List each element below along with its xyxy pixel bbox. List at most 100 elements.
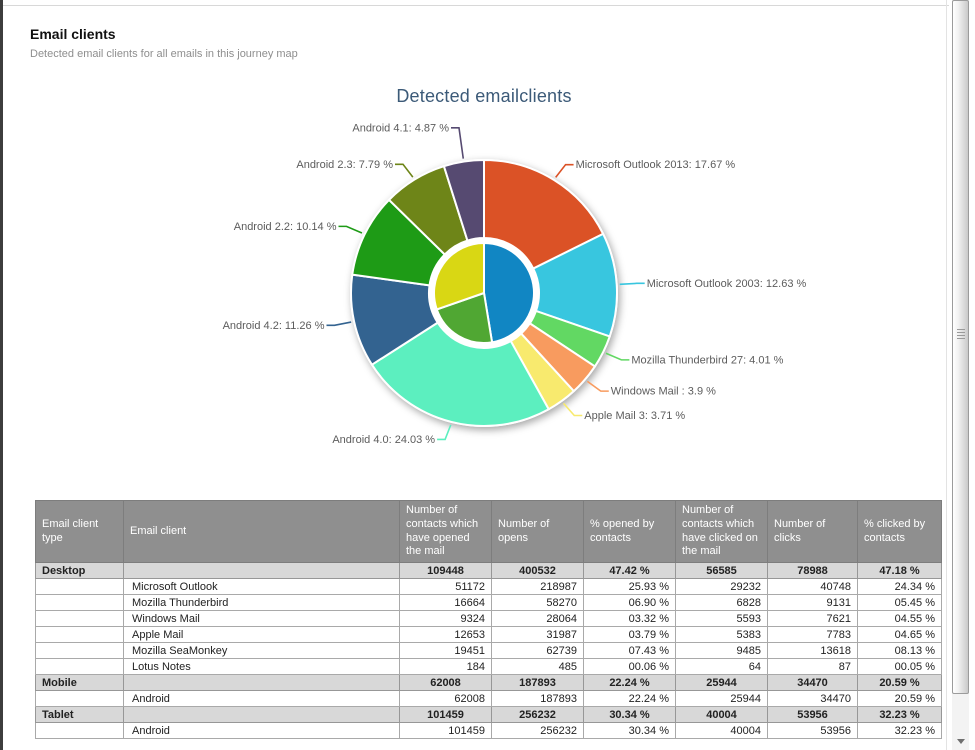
value-cell: 24.34 % [857, 578, 942, 595]
value-cell: 22.24 % [583, 690, 676, 707]
value-cell: 101459 [399, 706, 492, 723]
client-name-cell [123, 674, 400, 691]
table-row-detail: Mozilla Thunderbird 16664 58270 06.90 % 6828… [35, 594, 942, 611]
column-header-2: Number of contacts which have opened the… [399, 500, 492, 563]
label-leader-line [394, 163, 414, 178]
value-cell: 51172 [399, 578, 492, 595]
value-cell: 40748 [767, 578, 858, 595]
client-type-cell [35, 658, 124, 675]
label-leader-line [437, 424, 452, 441]
column-header-7: % clicked by contacts [857, 500, 942, 563]
client-name-cell: Microsoft Outlook [123, 578, 400, 595]
client-type-cell [35, 610, 124, 627]
email-clients-table: Email client type Email client Number of c… [35, 500, 942, 739]
value-cell: 06.90 % [583, 594, 676, 611]
value-cell: 34470 [767, 674, 858, 691]
client-type-cell: Tablet [35, 706, 124, 723]
pie-slice-android-4-1[interactable] [442, 158, 485, 242]
value-cell: 7621 [767, 610, 858, 627]
value-cell: 101459 [399, 722, 492, 739]
label-leader-line [338, 225, 363, 234]
value-cell: 5593 [675, 610, 768, 627]
table-row-detail: Android 101459 256232 30.34 % 40004 53956 32.2… [35, 722, 942, 739]
label-leader-line [450, 126, 465, 159]
client-name-cell: Windows Mail [123, 610, 400, 627]
client-name-cell [123, 562, 400, 579]
value-cell: 78988 [767, 562, 858, 579]
client-name-cell: Mozilla SeaMonkey [123, 642, 400, 659]
value-cell: 53956 [767, 706, 858, 723]
value-cell: 19451 [399, 642, 492, 659]
value-cell: 28064 [491, 610, 584, 627]
value-cell: 87 [767, 658, 858, 675]
table-row-detail: Android 62008 187893 22.24 % 25944 34470 20.59… [35, 690, 942, 707]
value-cell: 32.23 % [857, 706, 942, 723]
slice-label: Mozilla Thunderbird 27: 4.01 % [631, 354, 783, 366]
content-scrollbar-divider [946, 0, 947, 750]
page-header: Email clients Detected email clients for… [30, 26, 298, 60]
slice-label: Android 2.3: 7.79 % [296, 159, 393, 171]
client-type-cell: Mobile [35, 674, 124, 691]
table-header: Email client type Email client Number of c… [35, 500, 942, 563]
value-cell: 62739 [491, 642, 584, 659]
scrollbar-thumb[interactable] [952, 0, 969, 694]
vertical-scrollbar[interactable] [952, 0, 969, 750]
value-cell: 30.34 % [583, 706, 676, 723]
value-cell: 31987 [491, 626, 584, 643]
value-cell: 30.34 % [583, 722, 676, 739]
table-row-group: Mobile 62008 187893 22.24 % 25944 34470 20.59 … [35, 674, 942, 691]
client-name-cell: Apple Mail [123, 626, 400, 643]
value-cell: 47.18 % [857, 562, 942, 579]
table-row-group: Tablet 101459 256232 30.34 % 40004 53956 32.23… [35, 706, 942, 723]
value-cell: 58270 [491, 594, 584, 611]
value-cell: 62008 [399, 690, 492, 707]
value-cell: 9485 [675, 642, 768, 659]
email-clients-pie-chart: Microsoft Outlook 2013: 17.67 % Microsoft… [223, 122, 807, 446]
window-left-border [0, 0, 3, 750]
scrollbar-grip-icon [957, 329, 965, 340]
value-cell: 00.05 % [857, 658, 942, 675]
column-header-1: Email client [123, 500, 400, 563]
table-row-detail: Apple Mail 12653 31987 03.79 % 5383 7783 04.65… [35, 626, 942, 643]
value-cell: 04.65 % [857, 626, 942, 643]
client-name-cell: Android [123, 690, 400, 707]
client-type-cell: Desktop [35, 562, 124, 579]
value-cell: 08.13 % [857, 642, 942, 659]
client-name-cell [123, 706, 400, 723]
top-divider [3, 5, 949, 6]
value-cell: 40004 [675, 722, 768, 739]
scrollbar-down-button[interactable] [952, 734, 969, 748]
pie-slice-microsoft-outlook-2013[interactable] [483, 158, 605, 270]
column-header-0: Email client type [35, 500, 124, 563]
value-cell: 07.43 % [583, 642, 676, 659]
value-cell: 47.42 % [583, 562, 676, 579]
slice-label: Microsoft Outlook 2003: 12.63 % [647, 278, 807, 290]
table-row-group: Desktop 109448 400532 47.42 % 56585 78988 47.1… [35, 562, 942, 579]
inner-pie-slice-tablet[interactable] [433, 241, 485, 311]
value-cell: 56585 [675, 562, 768, 579]
slice-label: Android 2.2: 10.14 % [234, 221, 337, 233]
table-row-detail: Mozilla SeaMonkey 19451 62739 07.43 % 9485 13… [35, 642, 942, 659]
value-cell: 13618 [767, 642, 858, 659]
page-subtitle: Detected email clients for all emails in… [30, 48, 298, 60]
column-header-6: Number of clicks [767, 500, 858, 563]
inner-pie-slice-desktop[interactable] [483, 241, 535, 344]
value-cell: 485 [491, 658, 584, 675]
value-cell: 109448 [399, 562, 492, 579]
label-leader-line [562, 402, 583, 417]
chart-title: Detected emailclients [396, 86, 572, 106]
value-cell: 62008 [399, 674, 492, 691]
table-row-detail: Lotus Notes 184 485 00.06 % 64 87 00.05 % [35, 658, 942, 675]
label-leader-line [619, 282, 645, 286]
value-cell: 32.23 % [857, 722, 942, 739]
slice-label: Android 4.0: 24.03 % [332, 434, 435, 446]
value-cell: 22.24 % [583, 674, 676, 691]
client-type-cell [35, 722, 124, 739]
value-cell: 187893 [491, 674, 584, 691]
value-cell: 04.55 % [857, 610, 942, 627]
label-leader-line [326, 321, 352, 327]
value-cell: 9324 [399, 610, 492, 627]
label-leader-line [586, 380, 609, 392]
pie-slice-android-4-0[interactable] [370, 321, 551, 427]
column-header-3: Number of opens [491, 500, 584, 563]
